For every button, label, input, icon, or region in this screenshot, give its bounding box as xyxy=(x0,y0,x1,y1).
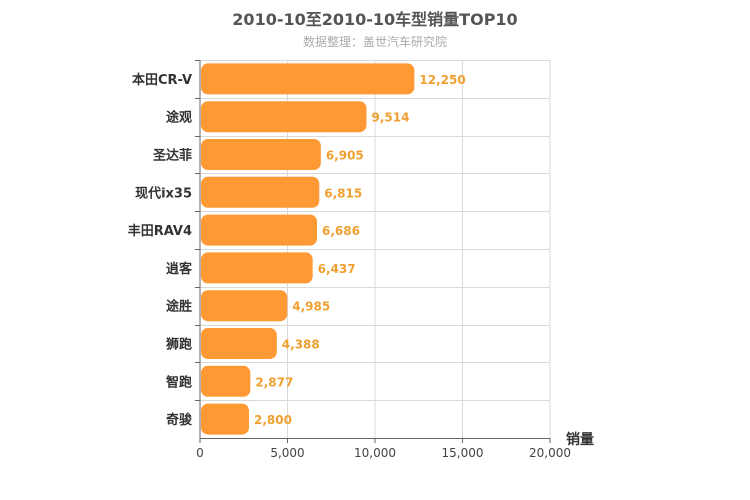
bar xyxy=(201,176,320,208)
value-label: 6,437 xyxy=(318,262,356,276)
x-tick-label: 10,000 xyxy=(354,446,396,460)
category-label: 途胜 xyxy=(166,299,192,315)
bar xyxy=(201,252,313,284)
category-label: 奇骏 xyxy=(166,412,193,428)
chart-subtitle: 数据整理：盖世汽车研究院 xyxy=(302,35,447,49)
value-label: 12,250 xyxy=(419,73,465,87)
bar xyxy=(201,214,318,246)
category-label: 途观 xyxy=(166,110,192,126)
value-label: 6,905 xyxy=(326,149,364,163)
category-label: 智跑 xyxy=(166,374,192,390)
x-tick-label: 15,000 xyxy=(442,446,484,460)
x-axis-title: 销量 xyxy=(566,431,594,448)
bar xyxy=(201,139,321,170)
category-label: 圣达菲 xyxy=(153,148,192,164)
bar xyxy=(201,101,367,133)
chart-title: 2010-10至2010-10车型销量TOP10 xyxy=(232,10,518,29)
value-label: 6,686 xyxy=(322,224,360,238)
category-label: 现代ix35 xyxy=(135,185,192,201)
bar xyxy=(201,365,251,397)
value-label: 6,815 xyxy=(324,186,362,200)
category-label: 狮跑 xyxy=(165,337,192,353)
category-label: 逍客 xyxy=(166,261,193,277)
bar xyxy=(201,290,288,322)
value-label: 2,877 xyxy=(255,375,293,389)
x-tick-label: 0 xyxy=(196,446,204,460)
bar xyxy=(201,403,249,435)
bar xyxy=(201,63,415,95)
x-tick-label: 5,000 xyxy=(270,446,304,460)
value-label: 4,985 xyxy=(292,300,330,314)
bar xyxy=(201,328,277,359)
x-tick-label: 20,000 xyxy=(529,446,571,460)
value-label: 9,514 xyxy=(371,111,409,125)
value-label: 4,388 xyxy=(282,338,320,352)
value-label: 2,800 xyxy=(254,413,292,427)
category-label: 丰田RAV4 xyxy=(128,223,192,239)
category-label: 本田CR-V xyxy=(132,72,192,88)
